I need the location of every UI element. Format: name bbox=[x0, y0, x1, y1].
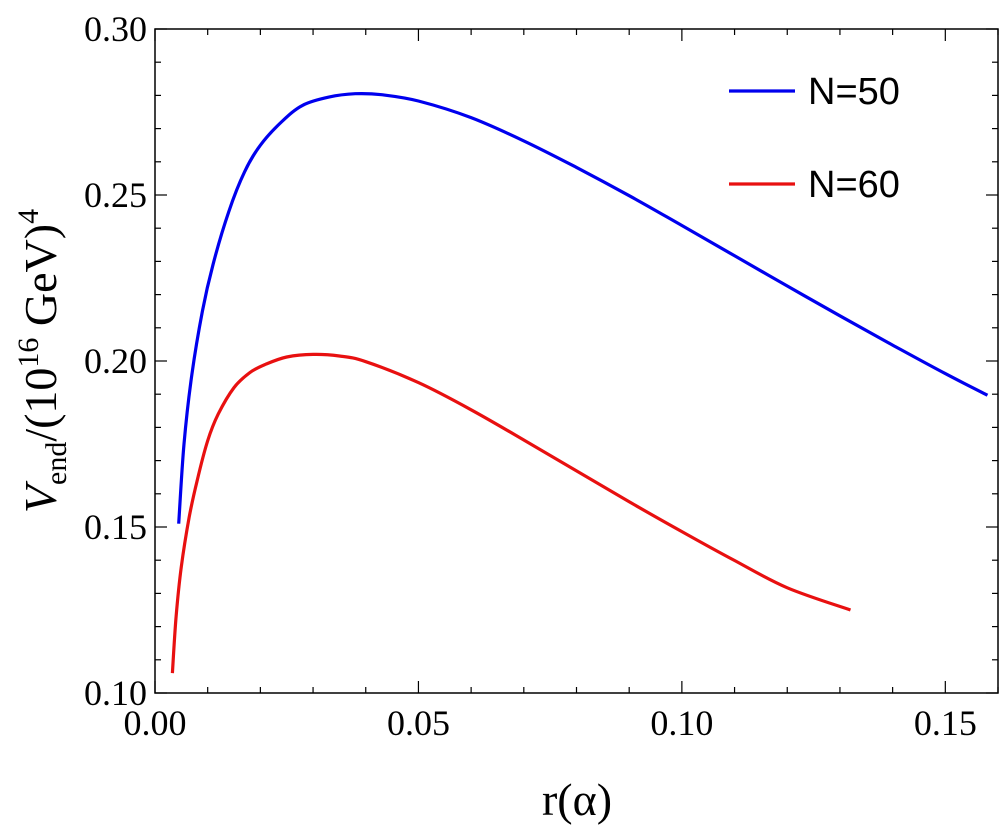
y-tick-label: 0.30 bbox=[84, 9, 147, 49]
y-axis-label-unit: GeV) bbox=[15, 224, 66, 338]
plot-frame bbox=[154, 28, 999, 694]
y-axis-label-var: V bbox=[15, 480, 66, 513]
series-line-n-50 bbox=[177, 91, 989, 524]
legend: N=50 N=60 bbox=[729, 71, 900, 206]
x-axis-label: r(α) bbox=[542, 774, 612, 825]
y-axis-label: Vend/(1016 GeV)4 bbox=[12, 209, 73, 513]
y-axis-label-sup: 16 bbox=[12, 338, 45, 368]
legend-label: N=60 bbox=[808, 164, 900, 206]
series-layer bbox=[170, 91, 989, 674]
x-tick-label: 0.15 bbox=[914, 703, 977, 743]
y-axis-label-sup2: 4 bbox=[12, 209, 45, 224]
legend-label: N=50 bbox=[808, 71, 900, 113]
y-tick-label: 0.10 bbox=[84, 673, 147, 713]
y-axis-label-text: /(10 bbox=[15, 368, 66, 442]
tick-labels: 0.00 0.05 0.10 0.15 0.10 0.15 0.20 0.25 0.30 bbox=[84, 9, 977, 743]
y-tick-label: 0.15 bbox=[84, 507, 147, 547]
y-axis-label-sub: end bbox=[40, 442, 73, 485]
x-tick-label: 0.05 bbox=[387, 703, 450, 743]
y-tick-label: 0.25 bbox=[84, 175, 147, 215]
y-tick-label: 0.20 bbox=[84, 341, 147, 381]
series-line-n-60 bbox=[170, 352, 852, 674]
x-tick-label: 0.10 bbox=[650, 703, 713, 743]
tick-marks bbox=[154, 28, 999, 694]
x-tick-label: 0.00 bbox=[124, 703, 187, 743]
